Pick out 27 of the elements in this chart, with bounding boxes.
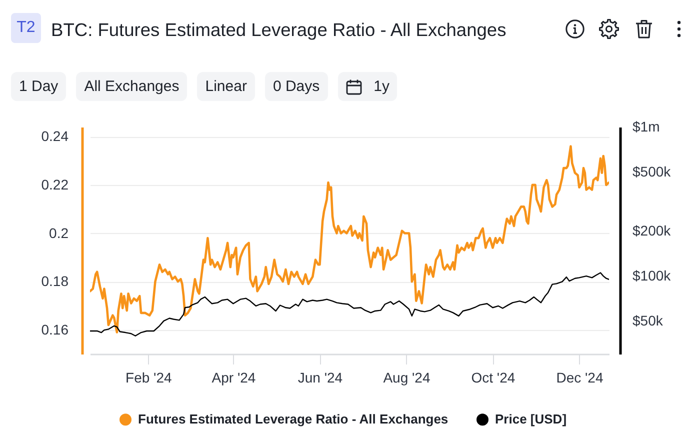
button: All Exchanges (76, 72, 188, 101)
x-tick-label: Aug '24 (383, 370, 430, 386)
chart-title: BTC: Futures Estimated Leverage Ratio - All Exchanges (51, 19, 506, 40)
y-tick-label: 0.22 (41, 176, 69, 192)
x-tick-label: Oct '24 (471, 370, 516, 386)
y2-tick-label: $200k (632, 222, 672, 239)
y-tick-label: 0.2 (49, 224, 69, 241)
line-series (90, 145, 609, 334)
button: 1y (338, 72, 398, 101)
x-tick-label: Apr '24 (212, 370, 256, 386)
badge: T2 (11, 13, 41, 43)
y2-tick-label: $100k (632, 268, 672, 284)
line-series (90, 272, 609, 336)
button: Linear (197, 72, 255, 101)
y-tick-label: 0.24 (41, 128, 69, 144)
y-tick-label: 0.16 (41, 321, 69, 338)
x-tick-label: Feb '24 (126, 370, 172, 386)
x-tick-label: Dec '24 (556, 370, 604, 386)
button: 1 Day (11, 72, 66, 101)
legend-label: Futures Estimated Leverage Ratio - All Exchanges (138, 412, 448, 427)
legend-label: Price [USD] (495, 412, 567, 427)
y2-tick-label: $50k (632, 312, 664, 328)
y2-tick-label: $500k (632, 163, 672, 180)
x-tick-label: Jun '24 (298, 370, 343, 386)
y2-tick-label: $1m (632, 118, 660, 134)
button: 0 Days (264, 72, 328, 101)
y-tick-label: 0.18 (41, 273, 69, 290)
